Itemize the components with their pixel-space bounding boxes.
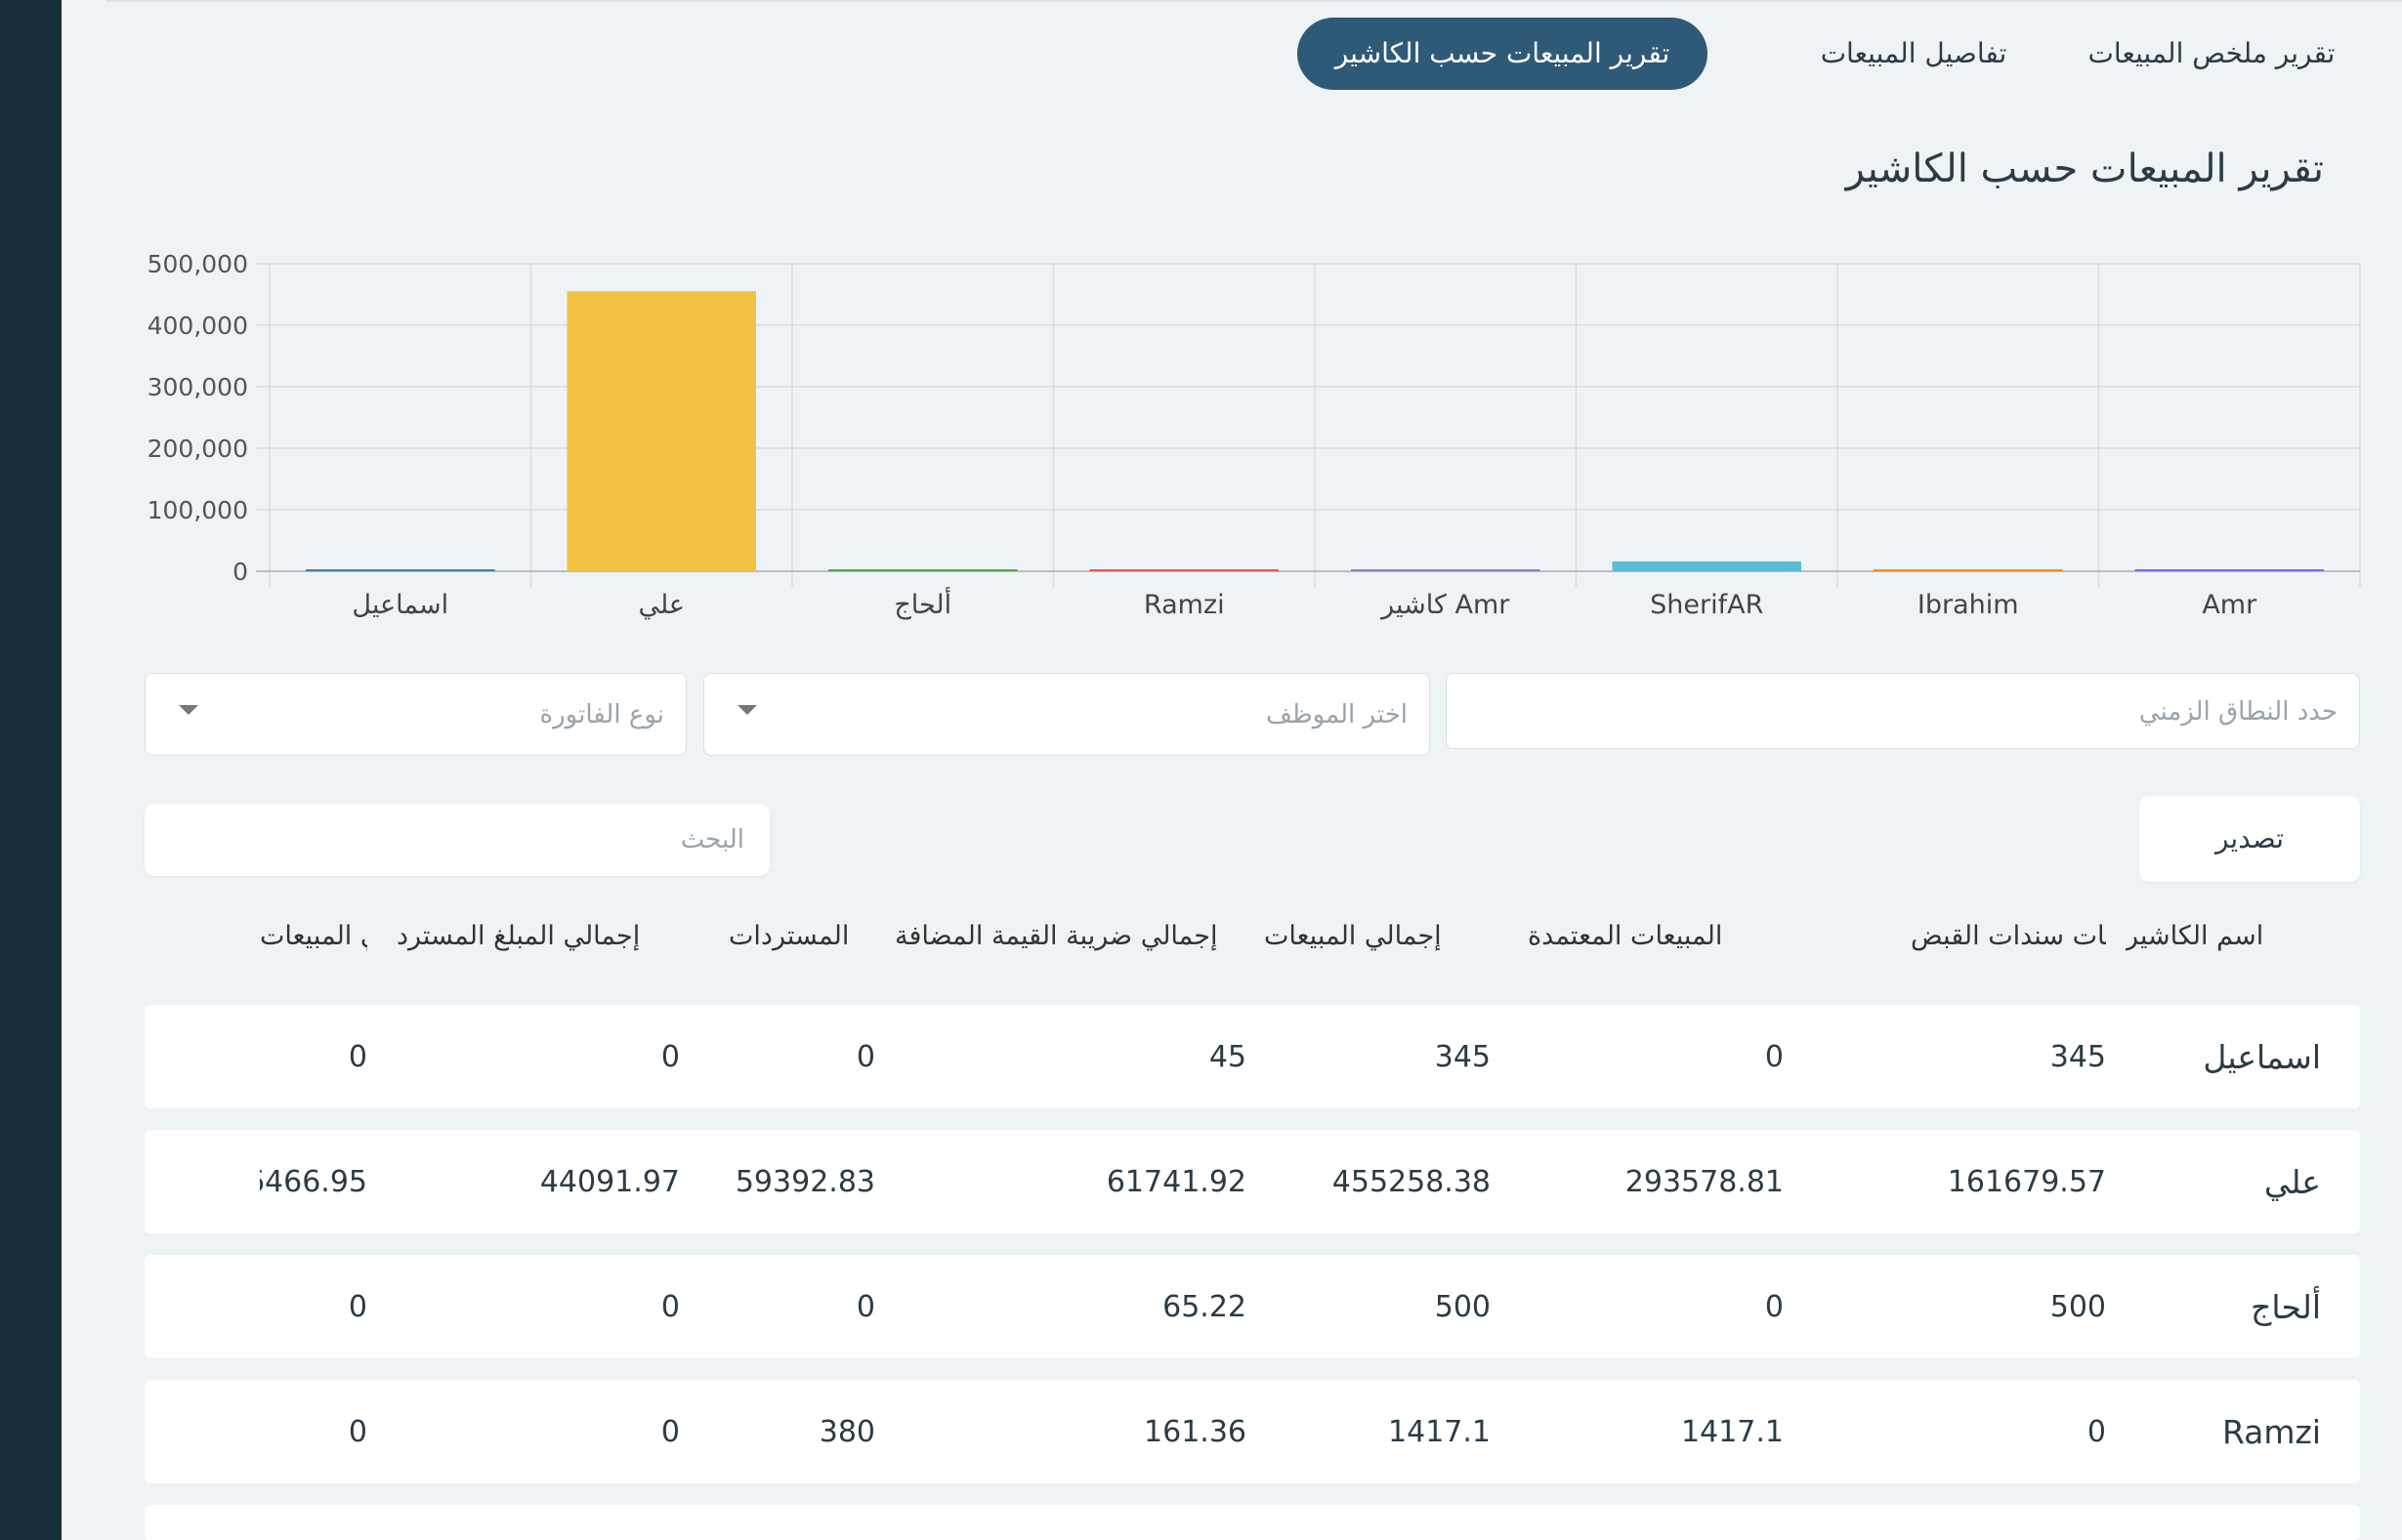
chart-x-tick-label: SherifAR (1650, 590, 1763, 620)
table-row[interactable] (145, 1505, 2360, 1540)
chart-y-tick-label: 100,000 (147, 496, 248, 524)
table-cell: 0 (348, 1289, 367, 1324)
tab-sales-by-cashier[interactable]: تقرير المبيعات حسب الكاشير (1297, 18, 1707, 90)
tab-sales-summary[interactable]: تقرير ملخص المبيعات (2087, 37, 2336, 69)
chart-bar (567, 291, 756, 571)
chart-x-tick-label: Ramzi (1144, 590, 1225, 620)
cashier-name-cell: علي (2263, 1162, 2321, 1201)
chart-bar (1874, 569, 2063, 571)
table-row[interactable]: ألحاج 500 0 500 65.22 0 0 0 (145, 1255, 2360, 1358)
export-button[interactable]: تصدير (2139, 796, 2360, 882)
table-cell: 0 (660, 1039, 680, 1074)
chart-bar (1612, 561, 1801, 571)
column-header[interactable]: إجمالي المبيعات (1264, 920, 1442, 951)
app-sidebar (0, 0, 62, 1540)
table-cell: 0 (348, 1414, 367, 1449)
sales-by-cashier-chart: 0 100,000 200,000 300,000 400,000 500,000 اسما… (147, 250, 2361, 620)
table-cell: 59392.83 (735, 1164, 875, 1199)
table-row[interactable]: علي 161679.57 293578.81 455258.38 61741.92 59… (145, 1130, 2360, 1233)
column-header[interactable]: المستردات (729, 920, 850, 951)
chart-y-tick-label: 200,000 (147, 435, 248, 463)
table-cell: 0 (1764, 1289, 1784, 1324)
table-cell: 161.36 (1144, 1414, 1246, 1449)
cashier-name-cell: ألحاج (2251, 1287, 2321, 1326)
chart-y-tick-label: 500,000 (147, 250, 248, 278)
chart-x-tick-label: Amr (2202, 590, 2257, 620)
table-cell: 45 (1208, 1039, 1246, 1074)
chart-x-tick-label: كاشير Amr (1379, 590, 1510, 620)
table-cell: 61741.92 (1106, 1164, 1246, 1199)
top-divider (105, 0, 2402, 2)
cashier-name-cell: Ramzi (2221, 1412, 2321, 1451)
table-cell: 0 (660, 1289, 680, 1324)
table-header: اسم الكاشير مبيعات سندات القبض المبيعات ال… (145, 908, 2360, 963)
column-header[interactable]: إجمالي المبلغ المسترد (397, 920, 641, 951)
column-header[interactable]: اسم الكاشير (2126, 920, 2264, 951)
column-header[interactable]: إجمالي المبيعات (260, 920, 367, 951)
column-header[interactable]: المبيعات المعتمدة (1528, 920, 1723, 951)
invoice-type-select[interactable]: نوع الفاتورة (145, 673, 687, 756)
chart-x-tick-label: علي (638, 590, 685, 620)
chart-bar (1351, 569, 1540, 571)
search-input[interactable] (145, 804, 770, 876)
table-row[interactable]: Ramzi 0 1417.1 1417.1 161.36 380 0 0 (145, 1380, 2360, 1483)
invoice-type-placeholder: نوع الفاتورة (539, 700, 664, 729)
column-header[interactable]: إجمالي ضريبة القيمة المضافة (895, 920, 1218, 951)
chevron-down-icon (737, 705, 757, 715)
table-row[interactable]: اسماعيل 345 0 345 45 0 0 0 (145, 1005, 2360, 1108)
tab-sales-details[interactable]: تفاصيل المبيعات (1820, 37, 2007, 69)
table-cell: 0 (660, 1414, 680, 1449)
column-header[interactable]: مبيعات سندات القبض (1911, 920, 2106, 951)
date-range-placeholder: حدد النطاق الزمني (2138, 697, 2338, 727)
cashier-name-cell: اسماعيل (2203, 1037, 2321, 1076)
table-cell: 0 (856, 1289, 875, 1324)
chevron-down-icon (179, 705, 198, 715)
table-cell: 1417.1 (1388, 1414, 1491, 1449)
table-cell: 6466.95 (260, 1164, 367, 1199)
table-cell: 65.22 (1162, 1289, 1246, 1324)
table-cell: 0 (348, 1039, 367, 1074)
table-cell: 44091.97 (539, 1164, 680, 1199)
page-title: تقرير المبيعات حسب الكاشير (1845, 146, 2324, 191)
table-cell: 500 (2049, 1289, 2106, 1324)
table-cell: 1417.1 (1681, 1414, 1784, 1449)
report-tabs: تقرير ملخص المبيعات تفاصيل المبيعات تقري… (58, 18, 2402, 90)
chart-x-tick-label: اسماعيل (352, 590, 448, 620)
chart-bar (2134, 569, 2324, 571)
table-cell: 0 (2086, 1414, 2106, 1449)
chart-bar (1089, 569, 1279, 571)
table-cell: 380 (819, 1414, 875, 1449)
table-cell: 500 (1434, 1289, 1491, 1324)
table-cell: 455258.38 (1331, 1164, 1491, 1199)
table-cell: 345 (2049, 1039, 2106, 1074)
chart-bar (306, 569, 495, 571)
chart-x-tick-label: Ibrahim (1917, 590, 2019, 620)
table-cell: 0 (856, 1039, 875, 1074)
chart-y-tick-label: 400,000 (147, 312, 248, 340)
chart-bar (828, 569, 1018, 571)
table-cell: 161679.57 (1947, 1164, 2106, 1199)
employee-placeholder: اختر الموظف (1266, 700, 1408, 729)
chart-x-tick-label: ألحاج (894, 586, 951, 620)
chart-y-tick-label: 300,000 (147, 373, 248, 401)
table-cell: 293578.81 (1624, 1164, 1784, 1199)
chart-y-tick-label: 0 (232, 558, 248, 586)
table-cell: 345 (1434, 1039, 1491, 1074)
search-box (145, 804, 770, 876)
date-range-picker[interactable]: حدد النطاق الزمني (1446, 673, 2360, 749)
employee-select[interactable]: اختر الموظف (703, 673, 1430, 756)
table-cell: 0 (1764, 1039, 1784, 1074)
